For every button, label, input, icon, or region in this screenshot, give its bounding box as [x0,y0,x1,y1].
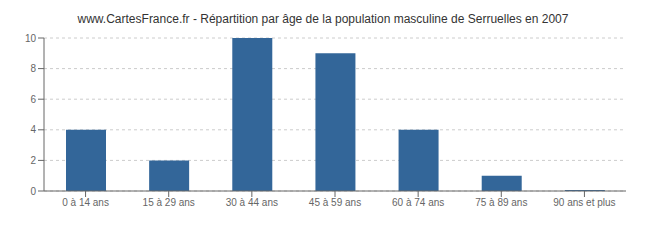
svg-text:4: 4 [30,124,36,135]
svg-text:2: 2 [30,155,36,166]
svg-text:0 à 14 ans: 0 à 14 ans [62,197,109,208]
svg-text:0: 0 [30,186,36,197]
svg-text:15 à 29 ans: 15 à 29 ans [143,197,195,208]
svg-text:75 à 89 ans: 75 à 89 ans [475,197,527,208]
svg-text:90 ans et plus: 90 ans et plus [553,197,615,208]
svg-text:60 à 74 ans: 60 à 74 ans [392,197,444,208]
svg-text:30 à 44 ans: 30 à 44 ans [226,197,278,208]
svg-text:45 à 59 ans: 45 à 59 ans [309,197,361,208]
svg-text:6: 6 [30,94,36,105]
svg-text:10: 10 [25,33,37,44]
html-text:www.CartesFrance.fr - Répartit: www.CartesFrance.fr - Répartition par âg… [77,12,569,26]
svg-text:8: 8 [30,63,36,74]
